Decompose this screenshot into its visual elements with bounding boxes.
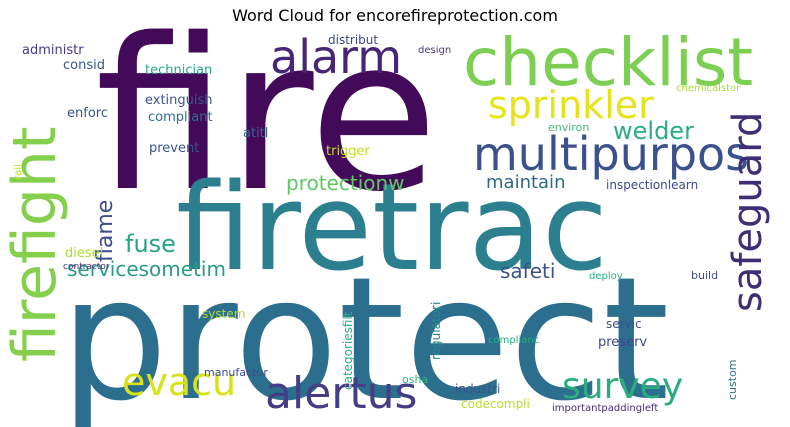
word-preserv: preserv (598, 335, 647, 350)
word-prevent: prevent (149, 141, 199, 156)
word-contractor: contractor (63, 262, 110, 272)
word-regulatori: regulatori (429, 302, 443, 360)
word-welder: welder (613, 117, 694, 145)
word-consid: consid (63, 58, 105, 73)
word-enforc: enforc (67, 106, 108, 121)
word-survey: survey (562, 366, 683, 407)
word-deploy: deploy (589, 271, 623, 282)
word-maintain: maintain (486, 172, 565, 193)
word-rail: rail (13, 164, 24, 180)
word-firefight: firefight (0, 127, 70, 363)
word-safeti: safeti (500, 259, 555, 283)
chart-title: Word Cloud for encorefireprotection.com (232, 6, 558, 25)
word-firetrac: firetrac (176, 159, 608, 298)
word-codecompli: codecompli (461, 397, 530, 411)
word-custom: custom (726, 359, 739, 400)
word-build: build (691, 269, 718, 282)
word-atitl: atitl (243, 126, 268, 141)
word-servicesometim: servicesometim (67, 257, 226, 281)
word-industri: industri (455, 382, 500, 396)
word-categoriesfilt: categoriesfilt (341, 311, 355, 390)
word-checklist: checklist (463, 24, 753, 101)
word-importantpaddingleft: importantpaddingleft (552, 403, 658, 414)
word-complianc: complianc (488, 335, 539, 346)
word-fire: fire (95, 0, 438, 238)
word-alertus: alertus (265, 368, 417, 419)
word-multipurpos: multipurpos (473, 127, 749, 181)
word-servic: servic (606, 317, 642, 331)
word-sprinkler: sprinkler (488, 83, 654, 127)
word-alarm: alarm (270, 30, 402, 84)
word-diesel: diesel (65, 246, 103, 261)
word-protect: protect (60, 241, 669, 427)
word-administr: administr (22, 43, 84, 58)
word-osha: osha (402, 373, 428, 386)
word-extinguish: extinguish (145, 93, 213, 108)
word-safeguard: safeguard (725, 112, 771, 312)
word-trigger: trigger (326, 144, 371, 159)
word-chemicalstor: chemicalstor (676, 83, 741, 94)
word-technician: technician (145, 63, 212, 78)
word-protectionw: protectionw (286, 171, 405, 195)
word-design: design (418, 45, 451, 56)
word-fuse: fuse (125, 230, 176, 258)
word-evacu: evacu (122, 360, 236, 404)
word-environ: environ (548, 121, 589, 134)
word-system: system (202, 307, 245, 321)
word-manufactur: manufactur (204, 366, 268, 379)
word-compliant: compliant (148, 110, 213, 125)
word-flame: flame (93, 200, 118, 262)
word-inspectionlearn: inspectionlearn (606, 178, 698, 192)
word-distribut: distribut (328, 33, 378, 47)
